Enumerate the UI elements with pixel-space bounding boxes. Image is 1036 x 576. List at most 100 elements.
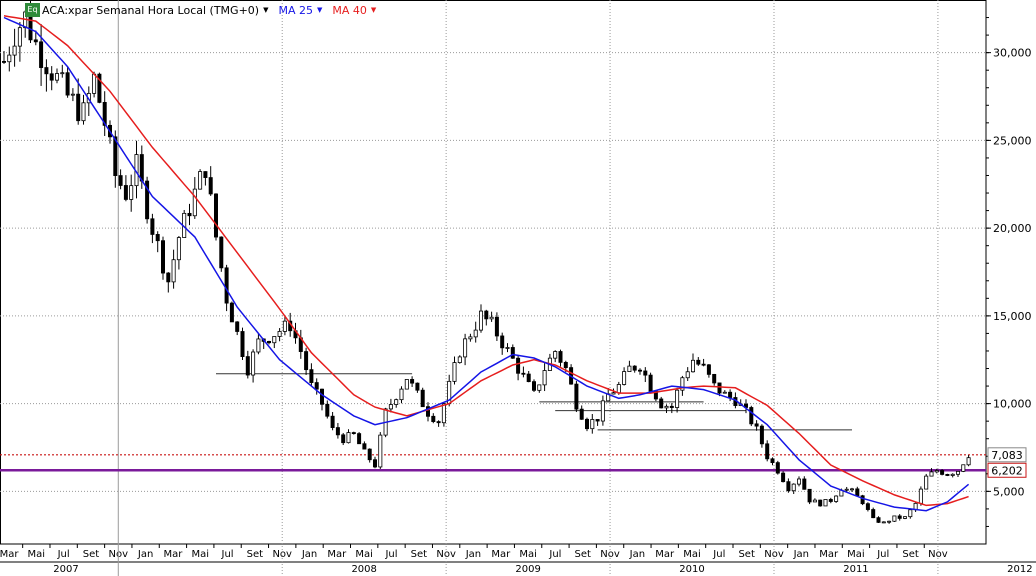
candle-up (129, 185, 134, 200)
candle-down (266, 340, 271, 344)
candle-down (410, 379, 415, 384)
equity-badge[interactable]: Eq (25, 3, 40, 17)
ma40-label[interactable]: MA 40 (332, 3, 367, 17)
candle-down (585, 418, 590, 430)
candle-down (425, 406, 430, 417)
candle-up (881, 521, 886, 524)
candle-up (600, 400, 605, 422)
candle-down (759, 425, 764, 445)
month-label: Set (411, 549, 428, 560)
candle-down (765, 443, 770, 460)
y-tick-label: 10,000 (993, 398, 1032, 411)
candle-down (240, 331, 245, 357)
month-label: Jul (384, 549, 397, 560)
year-label: 2011 (843, 564, 868, 575)
candle-up (680, 377, 685, 391)
candle-up (92, 73, 97, 94)
candle-down (362, 443, 367, 450)
candle-up (622, 371, 627, 385)
candle-down (786, 481, 791, 492)
candle-down (219, 236, 224, 269)
candle-down (648, 374, 653, 392)
month-label: Set (738, 549, 755, 560)
candle-down (871, 509, 876, 519)
candle-down (357, 433, 362, 445)
candle-down (65, 72, 70, 96)
candle-down (484, 310, 489, 320)
candle-down (235, 321, 240, 332)
month-label: Mar (655, 549, 675, 560)
month-label: Mar (163, 549, 183, 560)
month-label: Mai (191, 549, 209, 560)
candle-down (224, 267, 229, 304)
candle-down (160, 240, 165, 274)
year-label: 2010 (679, 564, 704, 575)
candle-down (97, 73, 102, 103)
candle-up (685, 371, 690, 379)
candle-up (918, 488, 923, 504)
candle-down (828, 499, 833, 502)
candle-down (516, 357, 521, 374)
candle-down (325, 403, 330, 417)
candle-up (70, 93, 75, 96)
ma25-label[interactable]: MA 25 (278, 3, 313, 17)
ma40-dropdown-icon[interactable]: ▼ (370, 6, 377, 14)
month-label: Set (83, 549, 100, 560)
last-price-label: 7,083 (991, 449, 1023, 462)
candle-down (113, 136, 118, 176)
candle-down (145, 180, 150, 220)
candle-down (341, 434, 346, 444)
month-label: Mar (819, 549, 839, 560)
candle-up (441, 403, 446, 424)
candle-down (632, 365, 637, 371)
month-label: Set (247, 549, 264, 560)
candle-down (659, 398, 664, 409)
candle-up (966, 457, 971, 466)
candle-up (850, 488, 855, 491)
y-tick-label: 30,000 (993, 47, 1032, 60)
y-tick-label: 5,000 (993, 485, 1025, 498)
last-price-box (987, 447, 1027, 463)
candle-up (590, 419, 595, 430)
candle-up (903, 516, 908, 519)
month-label: Nov (272, 549, 292, 560)
month-label: Mai (28, 549, 46, 560)
candle-down (118, 175, 123, 186)
ma25-dropdown-icon[interactable]: ▼ (316, 6, 323, 14)
candle-up (463, 338, 468, 358)
candle-up (171, 259, 176, 283)
candle-down (150, 218, 155, 235)
year-label: 2012 (1007, 564, 1032, 575)
candle-down (420, 389, 425, 408)
plot-area (0, 0, 987, 545)
instrument-dropdown-icon[interactable]: ▼ (263, 6, 269, 14)
candle-up (192, 188, 197, 217)
candle-down (229, 302, 234, 323)
instrument-label[interactable]: ACA:xpar Semanal Hora Local (TMG+0) (42, 3, 260, 17)
candle-up (542, 370, 547, 386)
candle-down (865, 503, 870, 510)
candle-up (176, 237, 181, 261)
candle-up (282, 320, 287, 332)
candle-up (12, 45, 17, 56)
support-price-box (987, 462, 1027, 478)
candle-up (797, 478, 802, 485)
month-label: Jan (137, 549, 153, 560)
candle-down (123, 185, 128, 200)
candle-down (208, 177, 213, 195)
candle-up (478, 310, 483, 331)
candle-up (404, 379, 409, 390)
candle-up (394, 399, 399, 405)
candle-down (802, 478, 807, 490)
year-label: 2007 (53, 564, 78, 575)
candle-up (950, 473, 955, 476)
candle-up (924, 475, 929, 490)
candle-up (468, 336, 473, 340)
candle-up (627, 365, 632, 372)
candle-down (855, 488, 860, 497)
candle-down (876, 517, 881, 523)
month-label: Set (575, 549, 592, 560)
candle-down (945, 474, 950, 476)
candle-up (473, 329, 478, 338)
